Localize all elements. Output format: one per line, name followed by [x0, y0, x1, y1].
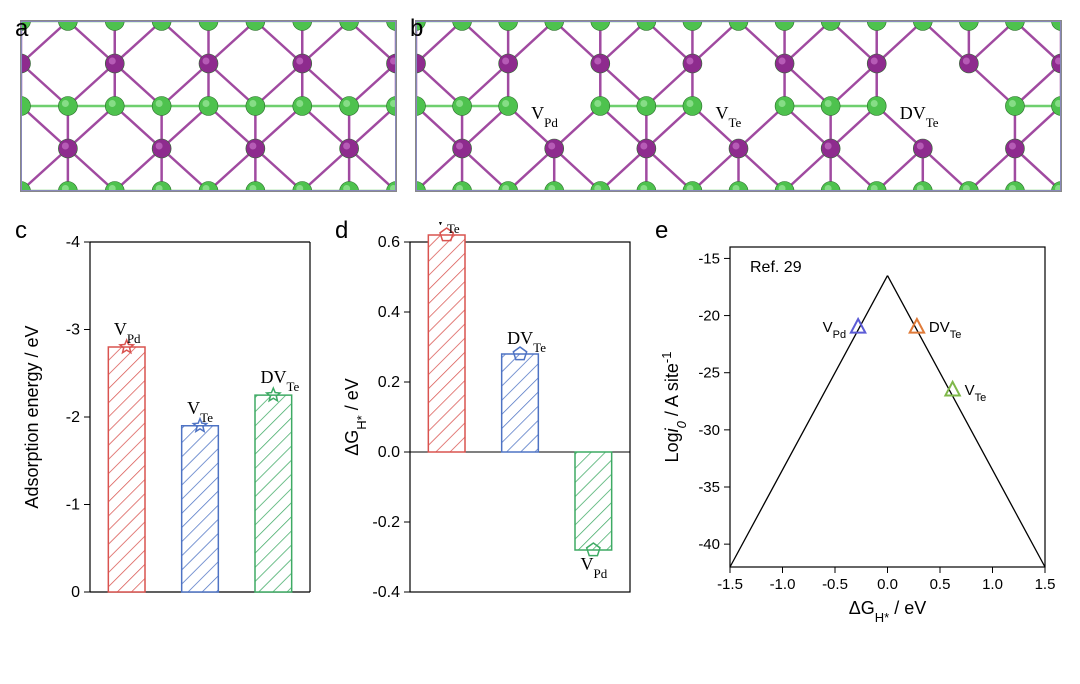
panel-c-label: c: [15, 217, 27, 245]
svg-text:1.0: 1.0: [982, 576, 1003, 593]
svg-text:0: 0: [71, 584, 80, 601]
panel-a-label: a: [15, 15, 28, 43]
svg-text:VTe: VTe: [187, 398, 213, 425]
svg-text:DVTe: DVTe: [507, 328, 546, 355]
bar-DV_Te: [502, 354, 539, 452]
svg-text:VPd: VPd: [114, 319, 141, 346]
ref-text: Ref. 29: [750, 259, 802, 276]
chart-d-svg: -0.4 -0.2 0.0 0.2 0.4 0.6 ΔGH* / eV VTe DVTe VPd: [340, 222, 640, 622]
svg-text:-35: -35: [698, 479, 720, 496]
svg-text:-0.2: -0.2: [372, 514, 400, 531]
top-row: a b VPdVTeDVTe: [20, 20, 1060, 197]
panel-b: b VPdVTeDVTe: [415, 20, 1060, 197]
svg-text:-20: -20: [698, 308, 720, 325]
svg-text:ΔGH* / eV: ΔGH* / eV: [342, 378, 369, 456]
panel-a: a: [20, 20, 395, 197]
chart-e-svg: -1.5 -1.0 -0.5 0.0 0.5 1.0 1.5 -40 -35 -30 -25 -20 -…: [660, 222, 1060, 622]
svg-text:-30: -30: [698, 422, 720, 439]
svg-text:-2: -2: [66, 409, 80, 426]
figure-container: a b VPdVTeDVTe c 0-1-2-3-4Adsorption ene…: [20, 20, 1060, 627]
panel-e: e -1.5-1.0-0.50.00.51.01.5-40-35-30-25-2…: [660, 222, 1060, 627]
svg-text:-25: -25: [698, 365, 720, 382]
svg-text:-40: -40: [698, 536, 720, 553]
lattice-a-svg: [20, 20, 397, 192]
svg-text:ΔGH* / eV: ΔGH* / eV: [849, 598, 927, 622]
panel-e-label: e: [655, 217, 668, 245]
svg-text:Logi0 / A site-1: Logi0 / A site-1: [660, 352, 689, 463]
svg-text:-3: -3: [66, 322, 80, 339]
svg-text:0.0: 0.0: [877, 576, 898, 593]
svg-text:-0.5: -0.5: [822, 576, 848, 593]
lattice-b-svg: VPd VTe DVTe: [415, 20, 1062, 192]
svg-text:-15: -15: [698, 250, 720, 267]
bottom-row: c 0-1-2-3-4Adsorption energy / eVVPdVTeD…: [20, 222, 1060, 627]
svg-text:VPd: VPd: [581, 554, 608, 581]
panel-d-label: d: [335, 217, 348, 245]
svg-text:DVTe: DVTe: [929, 319, 961, 341]
svg-text:0.2: 0.2: [378, 374, 400, 391]
svg-text:-1.0: -1.0: [770, 576, 796, 593]
chart-c-svg: 0 -1 -2 -3 -4 Adsorption energy / eV VPd VTe DVT…: [20, 222, 320, 622]
svg-text:1.5: 1.5: [1035, 576, 1056, 593]
svg-text:-0.4: -0.4: [372, 584, 400, 601]
svg-text:VTe: VTe: [715, 103, 741, 130]
svg-text:VPd: VPd: [823, 319, 846, 341]
bar-V_Pd: [108, 347, 145, 592]
svg-text:-4: -4: [66, 234, 80, 251]
svg-text:VTe: VTe: [434, 222, 460, 236]
panel-d: d -0.4-0.20.00.20.40.6ΔGH* / eVVTeDVTeVP…: [340, 222, 640, 627]
bar-DV_Te: [255, 395, 292, 592]
svg-text:DVTe: DVTe: [261, 367, 300, 394]
svg-text:DVTe: DVTe: [900, 103, 939, 130]
svg-text:0.6: 0.6: [378, 234, 400, 251]
panel-c: c 0-1-2-3-4Adsorption energy / eVVPdVTeD…: [20, 222, 320, 627]
svg-text:0.4: 0.4: [378, 304, 400, 321]
panel-b-label: b: [410, 15, 423, 43]
bar-V_Pd: [575, 452, 612, 550]
svg-text:-1: -1: [66, 497, 80, 514]
svg-text:0.0: 0.0: [378, 444, 400, 461]
svg-text:0.5: 0.5: [930, 576, 951, 593]
svg-text:-1.5: -1.5: [717, 576, 743, 593]
bar-V_Te: [428, 235, 465, 452]
svg-text:VTe: VTe: [965, 382, 987, 404]
point-V_Te: [945, 382, 959, 396]
bar-V_Te: [182, 426, 219, 592]
svg-text:Adsorption energy / eV: Adsorption energy / eV: [22, 325, 42, 508]
svg-text:VPd: VPd: [531, 103, 558, 130]
